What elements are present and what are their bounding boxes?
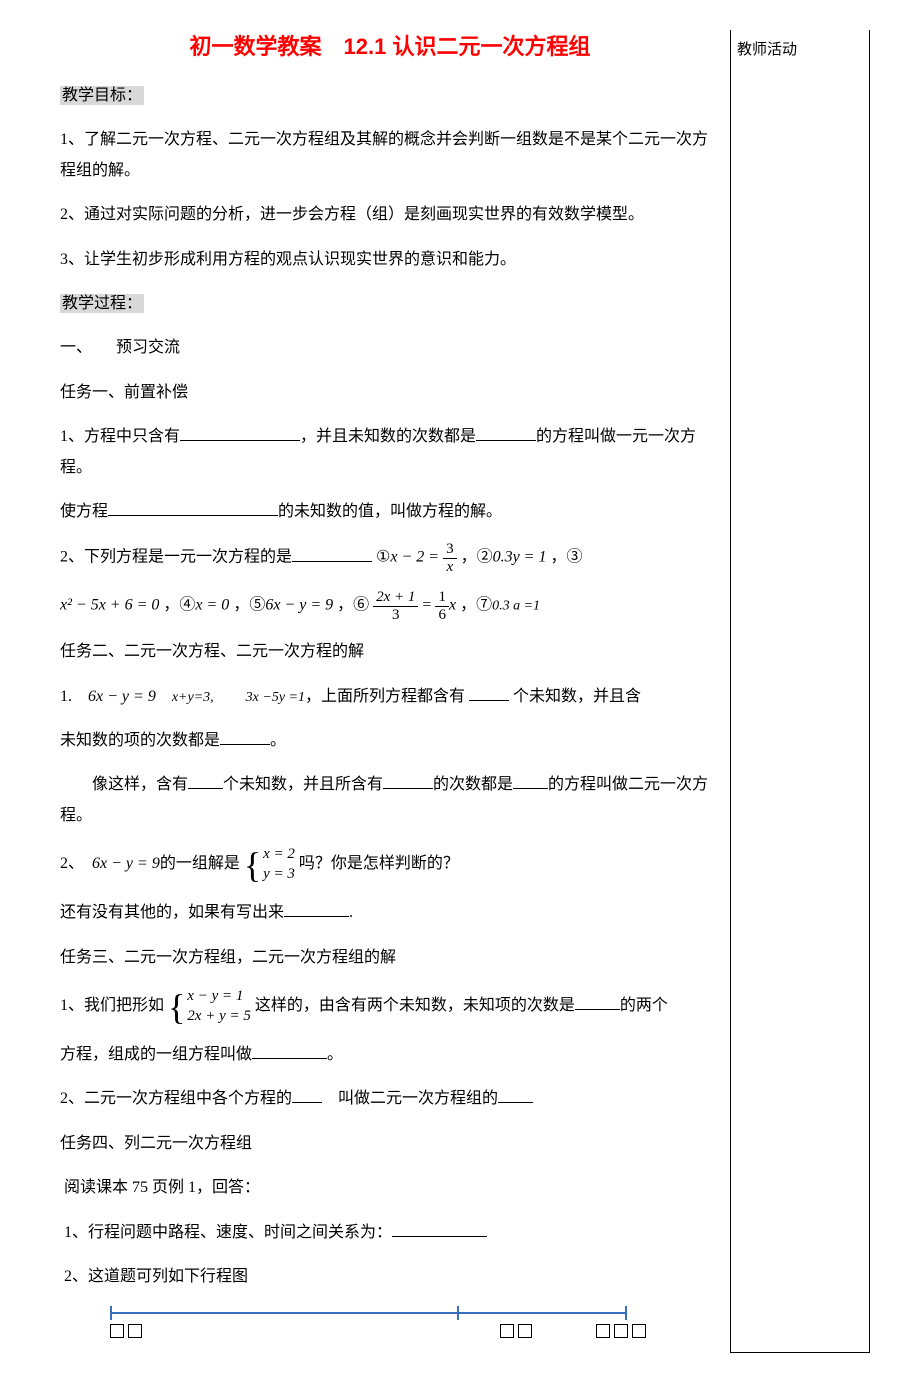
goal-item-3: 3、让学生初步形成利用方程的观点认识现实世界的意识和能力。 — [60, 245, 720, 275]
task3-heading: 任务三、二元一次方程组，二元一次方程组的解 — [60, 943, 720, 973]
document-title: 初一数学教案 12.1 认识二元一次方程组 — [60, 30, 720, 63]
preview-heading: 一、 预习交流 — [60, 333, 720, 363]
teacher-activity-column: 教师活动 — [730, 30, 870, 1353]
sidebar-label: 教师活动 — [737, 42, 797, 58]
diagram-tick-3 — [625, 1306, 627, 1320]
task2-q2b: 还有没有其他的，如果有写出来. — [60, 898, 720, 928]
task4-heading: 任务四、列二元一次方程组 — [60, 1129, 720, 1159]
task1-q2-line1: 2、下列方程是一元一次方程的是 ①x − 2 = 3x ，②0.3y = 1 ，… — [60, 541, 720, 575]
task4-line-b: 1、行程问题中路程、速度、时间之间关系为： — [60, 1218, 720, 1248]
diagram-segment-1 — [110, 1312, 457, 1314]
task1-q1b: 使方程的未知数的值，叫做方程的解。 — [60, 497, 720, 527]
goal-item-2: 2、通过对实际问题的分析，进一步会方程（组）是刻画现实世界的有效数学模型。 — [60, 200, 720, 230]
task2-q1-line3: 像这样，含有个未知数，并且所含有的次数都是的方程叫做二元一次方程。 — [60, 770, 720, 831]
goal-item-1: 1、了解二元一次方程、二元一次方程组及其解的概念并会判断一组数是不是某个二元一次… — [60, 125, 720, 186]
task4-line-c: 2、这道题可列如下行程图 — [60, 1262, 720, 1292]
task1-q1: 1、方程中只含有，并且未知数的次数都是的方程叫做一元一次方程。 — [60, 422, 720, 483]
task1-heading: 任务一、前置补偿 — [60, 378, 720, 408]
travel-diagram — [110, 1306, 670, 1343]
task3-q1-line2: 方程，组成的一组方程叫做。 — [60, 1040, 720, 1070]
diagram-label-a — [110, 1324, 146, 1343]
diagram-segment-2 — [457, 1312, 625, 1314]
task1-q2-line2: x² − 5x + 6 = 0 ，④x = 0 ，⑤6x − y = 9 ，⑥ … — [60, 589, 720, 623]
section-process-heading: 教学过程： — [60, 289, 720, 319]
task3-q1-line1: 1、我们把形如 {x − y = 12x + y = 5 这样的，由含有两个未知… — [60, 987, 720, 1026]
task2-q1-line1: 1. 6x − y = 9 x+y=3, 3x −5y =1，上面所列方程都含有… — [60, 682, 720, 712]
diagram-label-c — [596, 1324, 650, 1343]
task2-q2: 2、 6x − y = 9的一组解是 {x = 2y = 3 吗？你是怎样判断的… — [60, 845, 720, 884]
diagram-label-b — [500, 1324, 536, 1343]
section-goal-heading: 教学目标： — [60, 81, 720, 111]
task4-line-a: 阅读课本 75 页例 1，回答： — [60, 1173, 720, 1203]
task2-heading: 任务二、二元一次方程、二元一次方程的解 — [60, 637, 720, 667]
task3-q2: 2、二元一次方程组中各个方程的 叫做二元一次方程组的 — [60, 1084, 720, 1114]
task2-q1-line2: 未知数的项的次数都是。 — [60, 726, 720, 756]
main-content: 初一数学教案 12.1 认识二元一次方程组 教学目标： 1、了解二元一次方程、二… — [60, 30, 730, 1353]
